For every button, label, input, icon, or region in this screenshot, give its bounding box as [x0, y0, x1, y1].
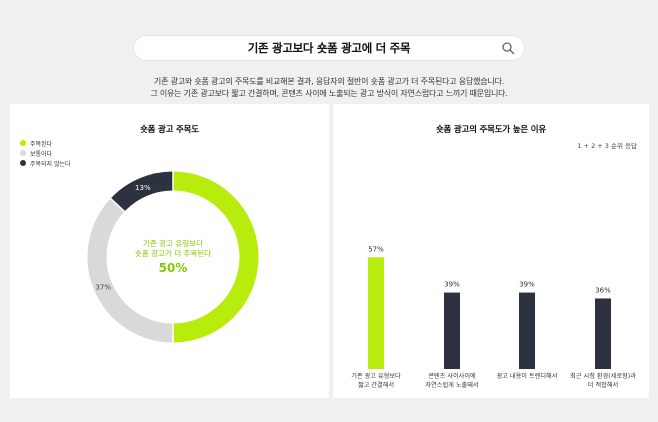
- category-label: 광고 내용이 트렌디해서: [497, 372, 558, 380]
- donut-slice: [172, 171, 259, 343]
- bar: [368, 257, 384, 369]
- bar: [595, 298, 611, 369]
- bar: [519, 292, 535, 369]
- category-label: 콘텐츠 사이사이에: [428, 372, 476, 380]
- attention-chart-title: 숏폼 광고 주목도: [140, 125, 199, 135]
- legend-swatch: [20, 140, 26, 146]
- bar-data-label: 39%: [519, 281, 535, 289]
- bar: [444, 292, 460, 369]
- attention-legend: 주목된다 보통이다 주목되지 않는다: [20, 138, 71, 168]
- legend-label: 보통이다: [30, 150, 53, 158]
- bar-data-label: 57%: [368, 245, 384, 253]
- slice-data-label: 37%: [95, 284, 111, 292]
- donut-center-line-2: 숏폼 광고가 더 주목된다: [135, 248, 211, 258]
- bar-data-label: 39%: [444, 281, 460, 289]
- response-note: 1 + 2 + 3 순위 응답: [577, 142, 637, 150]
- category-label: 기존 광고 유형보다: [351, 372, 401, 380]
- legend-label: 주목되지 않는다: [30, 160, 71, 168]
- attention-chart-panel: 숏폼 광고 주목도 주목된다 보통이다 주목되지 않는다 37% 13% 기존 광고…: [10, 104, 329, 398]
- category-label: 더 적합해서: [588, 381, 618, 389]
- slice-separator: [109, 197, 126, 213]
- category-label: 자연스럽게 노출돼서: [425, 381, 478, 389]
- search-bar[interactable]: 기존 광고보다 숏폼 광고에 더 주목: [134, 36, 524, 60]
- donut-slice: [87, 198, 174, 343]
- description-line-1: 기존 광고와 숏폼 광고의 주목도를 비교해본 결과, 응답자의 절반이 숏폼 …: [153, 77, 505, 86]
- legend-item: 주목된다: [20, 138, 71, 148]
- donut-center-value: 50%: [159, 261, 188, 275]
- reasons-chart-title: 숏폼 광고의 주목도가 높은 이유: [435, 125, 547, 135]
- slice-data-label: 13%: [135, 184, 151, 192]
- category-label: 짧고 간결해서: [358, 381, 394, 389]
- search-icon[interactable]: [501, 41, 515, 55]
- legend-swatch: [20, 160, 26, 166]
- legend-item: 보통이다: [20, 148, 71, 158]
- search-query: 기존 광고보다 숏폼 광고에 더 주목: [247, 41, 411, 55]
- legend-item: 주목되지 않는다: [20, 158, 71, 168]
- category-label: 최근 시청 환경(세로형)과: [570, 372, 636, 380]
- legend-swatch: [20, 150, 26, 156]
- description-line-2: 그 이유는 기존 광고보다 짧고 간결하며, 콘텐츠 사이에 노출되는 광고 방…: [150, 89, 508, 98]
- bar-data-label: 36%: [595, 286, 611, 294]
- reasons-chart-panel: 숏폼 광고의 주목도가 높은 이유 1 + 2 + 3 순위 응답 57% 기존 …: [333, 104, 649, 398]
- legend-label: 주목된다: [30, 140, 53, 148]
- donut-slice: [110, 171, 174, 212]
- donut-center-line-1: 기존 광고 유형보다: [143, 238, 203, 248]
